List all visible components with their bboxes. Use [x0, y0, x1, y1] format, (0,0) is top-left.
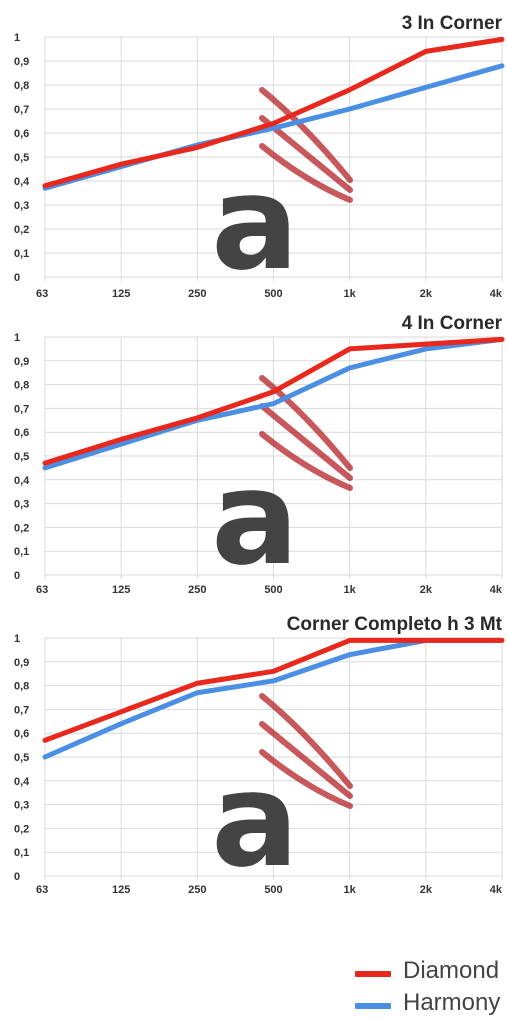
y-tick-label: 0,7 [14, 104, 29, 116]
legend-label-diamond: Diamond [403, 957, 500, 984]
x-tick-label: 500 [264, 884, 282, 896]
chart-3-in-corner: 0 0,1 0,2 0,3 0,4 0,5 0,6 0,7 0,8 0,9 1 63 125 250 500… [14, 13, 505, 300]
y-tick-label: 0,1 [14, 248, 29, 260]
x-tick-label: 63 [36, 288, 48, 300]
series-line-harmony [42, 336, 505, 471]
watermark-stripe [259, 693, 353, 789]
x-tick-label: 4k [490, 288, 503, 300]
x-tick-label: 125 [112, 288, 130, 300]
watermark-stripe [259, 749, 353, 809]
chart-title: 4 In Corner [402, 313, 503, 334]
x-tick-label: 250 [188, 288, 206, 300]
y-tick-label: 0,5 [14, 451, 29, 463]
x-tick-label: 2k [420, 884, 433, 896]
watermark-letter: a [211, 442, 299, 594]
y-tick-label: 0,9 [14, 657, 29, 669]
watermark-stripe [259, 721, 353, 799]
x-tick-label: 63 [36, 884, 48, 896]
series-line-diamond [42, 336, 505, 466]
watermark-logo: a [211, 375, 353, 594]
chart-title: 3 In Corner [402, 13, 503, 34]
legend-swatch-diamond [355, 971, 391, 977]
y-tick-label: 0,6 [14, 427, 29, 439]
y-tick-label: 0,1 [14, 546, 29, 558]
x-tick-label: 1k [344, 288, 357, 300]
watermark-stripe [259, 143, 353, 203]
grid [44, 637, 503, 880]
y-tick-label: 0,2 [14, 224, 29, 236]
y-tick-label: 0,4 [14, 475, 30, 487]
chart-4-in-corner: 0 0,1 0,2 0,3 0,4 0,5 0,6 0,7 0,8 0,9 1 63 125 250 500… [14, 313, 505, 596]
x-tick-label: 500 [264, 584, 282, 596]
y-tick-label: 0,7 [14, 704, 29, 716]
y-tick-label: 1 [14, 633, 20, 645]
y-tick-label: 0,3 [14, 499, 29, 511]
watermark-letter: a [211, 147, 299, 299]
y-tick-label: 0,5 [14, 152, 29, 164]
y-tick-label: 1 [14, 32, 20, 44]
watermark-stripe [259, 87, 353, 183]
watermark-stripe [259, 403, 353, 481]
y-tick-label: 0,4 [14, 776, 30, 788]
x-tick-label: 1k [344, 584, 357, 596]
x-tick-label: 2k [420, 584, 433, 596]
x-tick-label: 125 [112, 584, 130, 596]
x-tick-label: 63 [36, 584, 48, 596]
y-tick-label: 0,7 [14, 403, 29, 415]
y-tick-label: 0,5 [14, 752, 29, 764]
y-tick-label: 0,6 [14, 728, 29, 740]
x-tick-label: 125 [112, 884, 130, 896]
legend: Diamond Harmony [350, 955, 507, 1019]
legend-label-harmony: Harmony [403, 989, 501, 1016]
chart-title: Corner Completo h 3 Mt [287, 614, 503, 635]
y-tick-label: 0,9 [14, 356, 29, 368]
chart-corner-completo: 0 0,1 0,2 0,3 0,4 0,5 0,6 0,7 0,8 0,9 1 63 125 250 500… [14, 614, 505, 896]
y-tick-label: 0,8 [14, 80, 29, 92]
y-tick-label: 0 [14, 570, 20, 582]
y-tick-label: 0,3 [14, 200, 29, 212]
x-tick-label: 2k [420, 288, 433, 300]
x-tick-label: 500 [264, 288, 282, 300]
y-tick-label: 0,8 [14, 681, 29, 693]
y-tick-label: 1 [14, 332, 20, 344]
y-tick-label: 0,6 [14, 128, 29, 140]
y-tick-label: 0,4 [14, 176, 30, 188]
series-line-diamond [42, 637, 505, 743]
watermark-logo: a [211, 87, 353, 299]
x-tick-label: 250 [188, 884, 206, 896]
x-tick-label: 1k [344, 884, 357, 896]
x-tick-label: 4k [490, 884, 503, 896]
x-tick-label: 4k [490, 584, 503, 596]
y-tick-label: 0,3 [14, 800, 29, 812]
y-tick-label: 0,8 [14, 380, 29, 392]
watermark-stripe [259, 431, 353, 491]
y-tick-label: 0,1 [14, 847, 29, 859]
y-tick-label: 0,9 [14, 56, 29, 68]
legend-swatch-harmony [355, 1003, 391, 1009]
series-line-diamond [42, 36, 505, 189]
x-tick-label: 250 [188, 584, 206, 596]
watermark-stripe [259, 375, 353, 471]
grid [44, 336, 503, 579]
y-tick-label: 0 [14, 871, 20, 883]
y-tick-label: 0,2 [14, 823, 29, 835]
y-tick-label: 0,2 [14, 522, 29, 534]
y-tick-label: 0 [14, 272, 20, 284]
watermark-logo: a [211, 693, 353, 896]
